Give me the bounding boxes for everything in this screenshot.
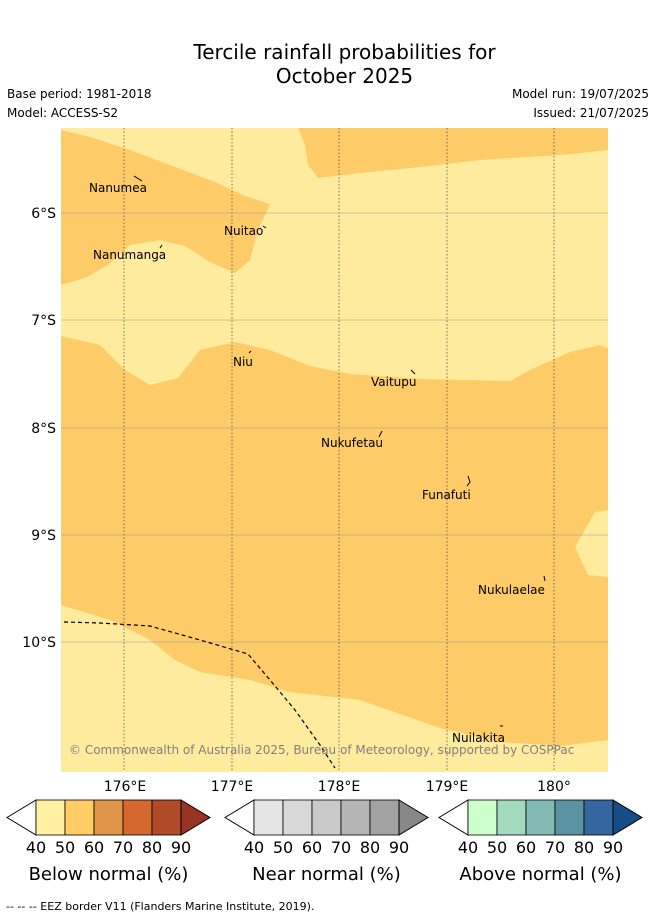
colorbar-cell: [467, 799, 498, 836]
place-label: Nanumanga: [93, 248, 166, 262]
lon-label: 180°: [537, 779, 571, 795]
place-label: Nuilakita: [452, 731, 505, 745]
colorbar-cell: [340, 799, 371, 836]
colorbar-tick-label: 50: [487, 838, 507, 857]
model-name: Model: ACCESS-S2: [7, 106, 119, 120]
lon-label: 178°E: [318, 779, 361, 795]
colorbar-1: 40 50 60 70 80 90 Near normal (%): [224, 799, 429, 885]
base-period: Base period: 1981-2018: [7, 87, 152, 101]
lat-label: 7°S: [31, 313, 56, 329]
colorbar-tick-label: 60: [516, 838, 536, 857]
issued-date: Issued: 21/07/2025: [533, 106, 649, 120]
colorbar-tick-label: 60: [302, 838, 322, 857]
colorbar-over-triangle: [612, 799, 643, 836]
colorbar-legends: 40 50 60 70 80 90 Below normal (%) 40 50 60 70 80 90…: [6, 799, 643, 885]
colorbar-cell: [253, 799, 284, 836]
colorbar-tick-label: 40: [458, 838, 478, 857]
colorbar-tick-label: 80: [360, 838, 380, 857]
lat-label: 8°S: [31, 421, 56, 437]
colorbar-tick-label: 70: [113, 838, 133, 857]
colorbar-tick-label: 90: [171, 838, 191, 857]
colorbar-cell: [93, 799, 124, 836]
colorbar-cell: [369, 799, 400, 836]
place-label: Funafuti: [422, 488, 471, 502]
colorbar-tick-label: 60: [84, 838, 104, 857]
longitude-gridlines: [123, 128, 555, 772]
eez-border-line: [63, 621, 336, 769]
lat-label: 6°S: [31, 206, 56, 222]
lon-label: 176°E: [104, 779, 147, 795]
colorbar-cell: [35, 799, 66, 836]
colorbar-title: Above normal (%): [459, 864, 621, 885]
colorbar-tick-label: 40: [26, 838, 46, 857]
model-run: Model run: 19/07/2025: [511, 87, 649, 101]
place-label: Nuitao: [224, 224, 263, 238]
colorbar-cell: [64, 799, 95, 836]
colorbar-title: Below normal (%): [29, 864, 189, 885]
title-line-2: October 2025: [275, 64, 414, 88]
eez-footer-note: -- -- -- EEZ border V11 (Flanders Marine…: [6, 900, 315, 913]
colorbar-under-triangle: [224, 799, 255, 836]
place-label: Nukufetau: [321, 436, 383, 450]
colorbar-tick-label: 70: [545, 838, 565, 857]
colorbar-title: Near normal (%): [252, 864, 401, 885]
place-label: Nanumea: [89, 181, 147, 195]
lon-label: 177°E: [211, 779, 254, 795]
colorbar-cell: [122, 799, 153, 836]
colorbar-cell: [525, 799, 556, 836]
colorbar-tick-label: 80: [574, 838, 594, 857]
colorbar-over-triangle: [398, 799, 429, 836]
colorbar-cell: [496, 799, 527, 836]
latitude-gridlines: [61, 212, 608, 643]
colorbar-tick-label: 50: [273, 838, 293, 857]
colorbar-2: 40 50 60 70 80 90 Above normal (%): [438, 799, 643, 885]
place-label: Vaitupu: [371, 375, 417, 389]
page-title: Tercile rainfall probabilities for Octob…: [0, 40, 655, 88]
island-outlines: [133, 175, 546, 727]
lon-label: 179°E: [426, 779, 469, 795]
lat-label: 9°S: [31, 528, 56, 544]
below-normal-50-region-central: [61, 336, 608, 746]
colorbar-under-triangle: [438, 799, 469, 836]
below-normal-50-region-north-west: [61, 130, 270, 285]
colorbar-tick-label: 90: [389, 838, 409, 857]
colorbar-cell: [554, 799, 585, 836]
colorbar-tick-label: 80: [142, 838, 162, 857]
colorbar-cell: [311, 799, 342, 836]
place-label: Niu: [233, 355, 253, 369]
colorbar-cell: [151, 799, 182, 836]
colorbar-tick-label: 40: [244, 838, 264, 857]
colorbar-tick-label: 90: [603, 838, 623, 857]
place-label: Nukulaelae: [478, 583, 545, 597]
forecast-map: Nanumea Nuitao Nanumanga Niu Vaitupu Nuk…: [22, 128, 608, 795]
colorbar-over-triangle: [180, 799, 211, 836]
lat-label: 10°S: [22, 635, 56, 651]
colorbar-cell: [583, 799, 614, 836]
title-line-1: Tercile rainfall probabilities for: [193, 40, 496, 64]
colorbar-under-triangle: [6, 799, 37, 836]
colorbar-tick-label: 70: [331, 838, 351, 857]
copyright-notice: © Commonwealth of Australia 2025, Bureau…: [69, 743, 574, 757]
colorbar-0: 40 50 60 70 80 90 Below normal (%): [6, 799, 211, 885]
colorbar-cell: [282, 799, 313, 836]
colorbar-tick-label: 50: [55, 838, 75, 857]
below-normal-50-region-north-east: [298, 128, 608, 178]
